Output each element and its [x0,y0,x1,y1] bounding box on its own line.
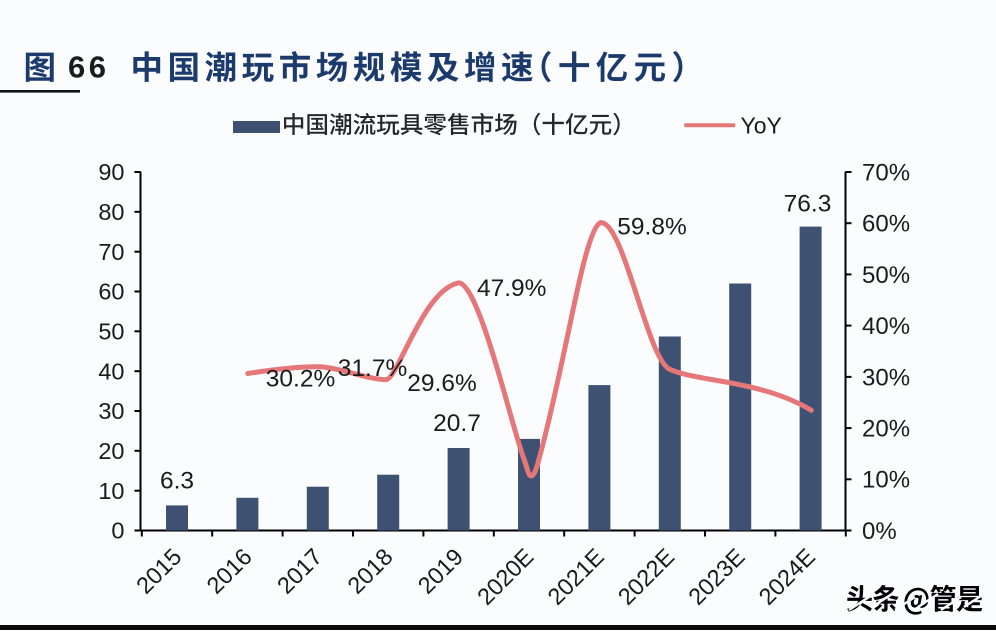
svg-text:66: 66 [68,50,109,85]
svg-text:47.9%: 47.9% [477,275,546,302]
svg-text:60%: 60% [862,211,910,238]
svg-text:20: 20 [98,438,124,464]
svg-text:40%: 40% [862,313,910,340]
svg-text:76.3: 76.3 [784,191,832,218]
svg-text:90: 90 [98,159,124,185]
svg-text:50%: 50% [862,262,910,289]
svg-text:80: 80 [98,199,124,225]
svg-text:20.7: 20.7 [433,410,481,437]
svg-text:70: 70 [98,239,124,265]
svg-text:31.7%: 31.7% [338,355,407,382]
svg-text:29.6%: 29.6% [407,370,476,397]
svg-text:50: 50 [98,319,124,345]
svg-text:40: 40 [98,358,124,384]
svg-text:70%: 70% [862,159,910,186]
svg-text:30.2%: 30.2% [266,365,335,392]
svg-text:20%: 20% [862,416,910,443]
svg-text:6.3: 6.3 [160,467,194,494]
svg-text:30: 30 [98,398,124,424]
svg-text:10: 10 [98,478,124,504]
svg-text:0: 0 [111,518,124,544]
svg-text:YoY: YoY [741,113,782,139]
svg-text:30%: 30% [862,364,910,391]
svg-text:10%: 10% [862,467,910,494]
svg-text:60: 60 [98,279,124,305]
svg-text:0%: 0% [862,518,897,545]
svg-text:59.8%: 59.8% [617,214,686,241]
